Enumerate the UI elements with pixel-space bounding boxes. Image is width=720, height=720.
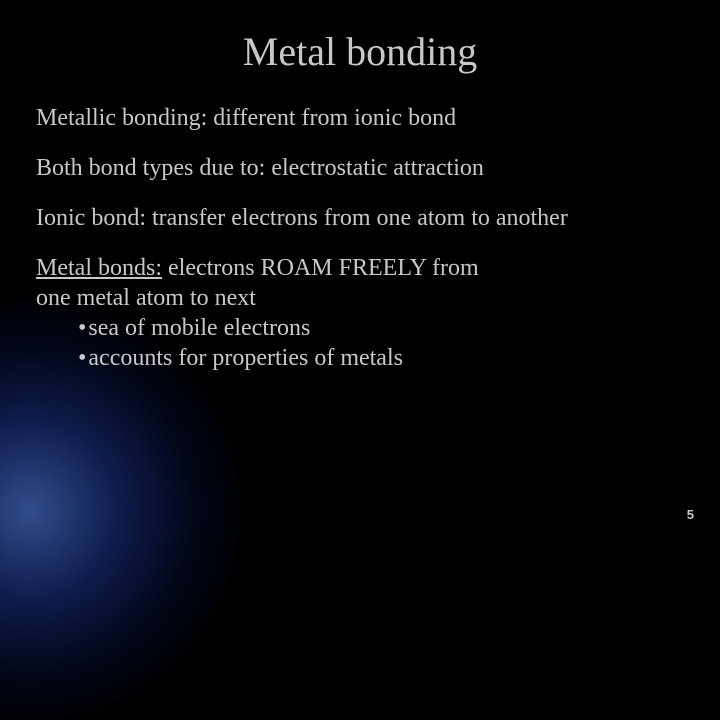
bullet-item: accounts for properties of metals (78, 343, 684, 373)
slide-content: Metal bonding Metallic bonding: differen… (0, 0, 720, 540)
body-line-2: Both bond types due to: electrostatic at… (36, 153, 684, 183)
metal-bonds-bullets: sea of mobile electrons accounts for pro… (78, 313, 684, 373)
body-line-1: Metallic bonding: different from ionic b… (36, 103, 684, 133)
slide-title: Metal bonding (36, 28, 684, 75)
metal-bonds-block: Metal bonds: electrons ROAM FREELY from … (36, 253, 684, 373)
metal-bonds-text-1: electrons ROAM FREELY from (162, 255, 479, 281)
bullet-item: sea of mobile electrons (78, 313, 684, 343)
metal-bonds-text-2: one metal atom to next (36, 285, 256, 311)
page-number: 5 (687, 507, 694, 522)
metal-bonds-label: Metal bonds: (36, 255, 162, 281)
body-line-3: Ionic bond: transfer electrons from one … (36, 203, 684, 233)
